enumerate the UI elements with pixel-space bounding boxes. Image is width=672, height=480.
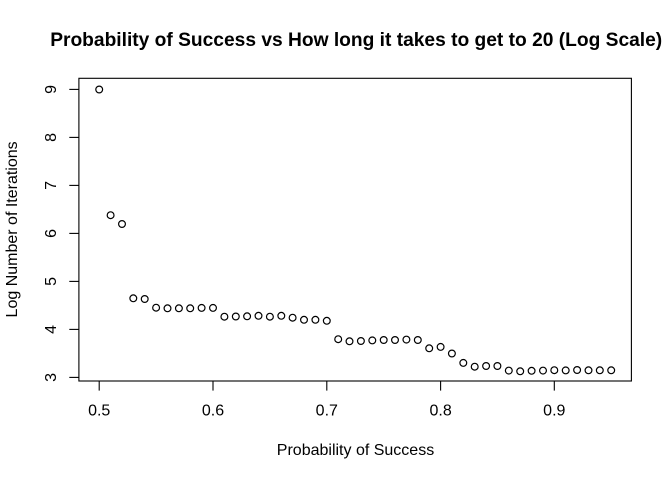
svg-text:0.5: 0.5 <box>88 403 110 420</box>
svg-text:Probability of Success: Probability of Success <box>277 442 434 459</box>
svg-text:5: 5 <box>43 277 60 286</box>
svg-text:8: 8 <box>43 133 60 142</box>
svg-text:3: 3 <box>43 373 60 382</box>
svg-text:6: 6 <box>43 229 60 238</box>
svg-text:0.8: 0.8 <box>429 403 451 420</box>
svg-text:Probability of Success vs How: Probability of Success vs How long it ta… <box>50 30 662 51</box>
svg-text:9: 9 <box>43 85 60 94</box>
svg-text:Log Number of Iterations: Log Number of Iterations <box>4 141 21 317</box>
svg-text:0.6: 0.6 <box>202 403 224 420</box>
svg-text:0.9: 0.9 <box>543 403 565 420</box>
svg-text:0.7: 0.7 <box>316 403 338 420</box>
svg-text:7: 7 <box>43 181 60 190</box>
svg-text:4: 4 <box>43 325 60 334</box>
